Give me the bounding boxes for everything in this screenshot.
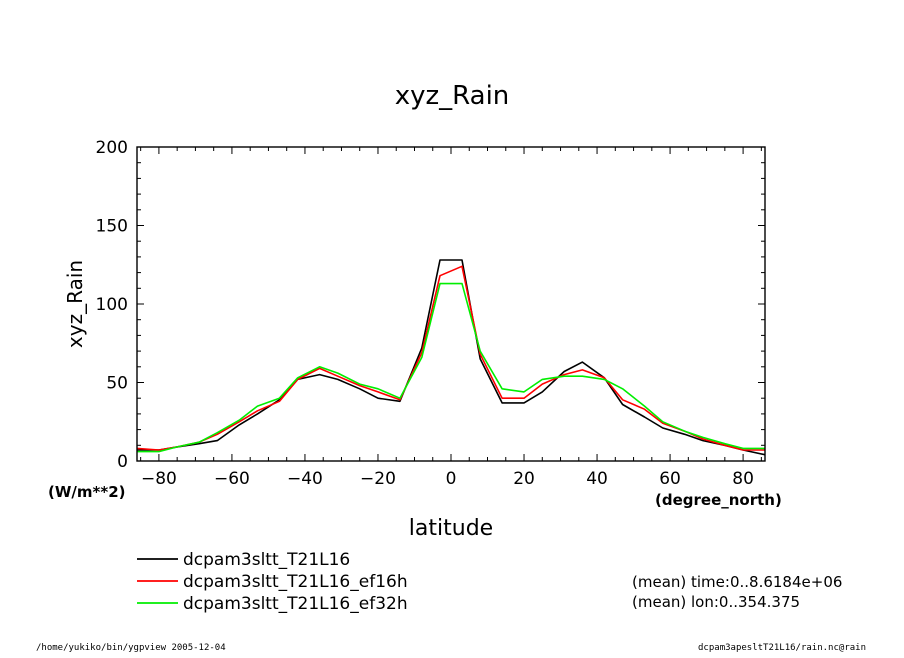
series-line-2 [136,265,765,451]
y-tick-label: 150 [96,217,128,237]
y-tick-label: 200 [96,138,128,158]
x-tick-label: −40 [287,469,323,489]
x-tick-label: −80 [141,469,177,489]
annotation-mean-lon: (mean) lon:0..354.375 [632,593,800,611]
series-layer [136,259,766,456]
y-tick-label: 100 [96,295,128,315]
x-tick-label: 40 [586,469,608,489]
x-tick-label: 20 [513,469,535,489]
footer-left: /home/yukiko/bin/ygpview 2005-12-04 [36,643,226,653]
series-line-3 [137,282,765,453]
y-tick-label: 50 [106,374,128,394]
x-tick-label: 0 [446,469,457,489]
footer-right: dcpam3apesltT21L16/rain.nc@rain [698,643,866,653]
x-tick-label: 60 [659,469,681,489]
y-axis-unit: (W/m**2) [48,483,126,501]
y-axis: 0 50 100 150 200 [96,138,765,472]
x-axis: −80 −60 −40 −20 0 20 40 60 80 [140,147,762,489]
chart-title: xyz_Rain [395,81,510,111]
legend: dcpam3sltt_T21L16dcpam3sltt_T21L16_ef16h… [137,550,408,614]
x-tick-label: −20 [360,469,396,489]
x-axis-unit: (degree_north) [655,491,782,509]
x-axis-label: latitude [409,516,493,541]
y-tick-label: 0 [117,452,128,472]
legend-label-2: dcpam3sltt_T21L16_ef16h [183,572,408,592]
annotation-mean-time: (mean) time:0..8.6184e+06 [632,573,842,591]
x-tick-label: −60 [214,469,250,489]
x-tick-label: 80 [732,469,754,489]
legend-label-3: dcpam3sltt_T21L16_ef32h [183,594,408,614]
legend-label-1: dcpam3sltt_T21L16 [183,550,350,570]
series-line-1 [137,259,766,456]
y-axis-label: xyz_Rain [63,260,87,348]
